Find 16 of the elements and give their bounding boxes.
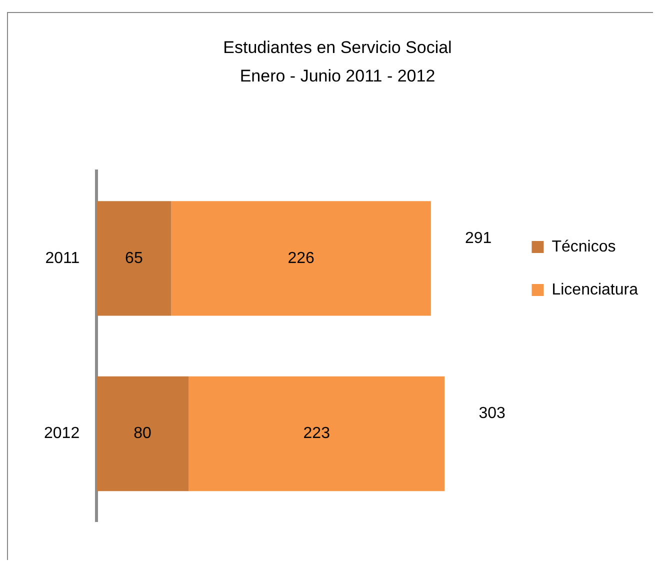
y-tick-label: 2011 [45, 250, 80, 267]
data-label: 65 [125, 250, 143, 267]
total-label: 303 [478, 405, 506, 422]
bar [96, 201, 172, 316]
chart-subtitle: Enero - Junio 2011 - 2012 [240, 66, 436, 86]
legend-label: Técnicos [552, 238, 616, 256]
data-label: 80 [134, 425, 152, 442]
legend-label: Licenciatura [552, 281, 638, 298]
data-label: 226 [288, 250, 315, 267]
data-label: 223 [303, 425, 330, 442]
bar [171, 201, 431, 316]
chart-title: Estudiantes en Servicio Social [223, 38, 452, 57]
bar [188, 376, 445, 492]
total-label: 291 [464, 230, 492, 247]
bar [96, 376, 189, 492]
y-tick-label: 2012 [44, 425, 80, 442]
